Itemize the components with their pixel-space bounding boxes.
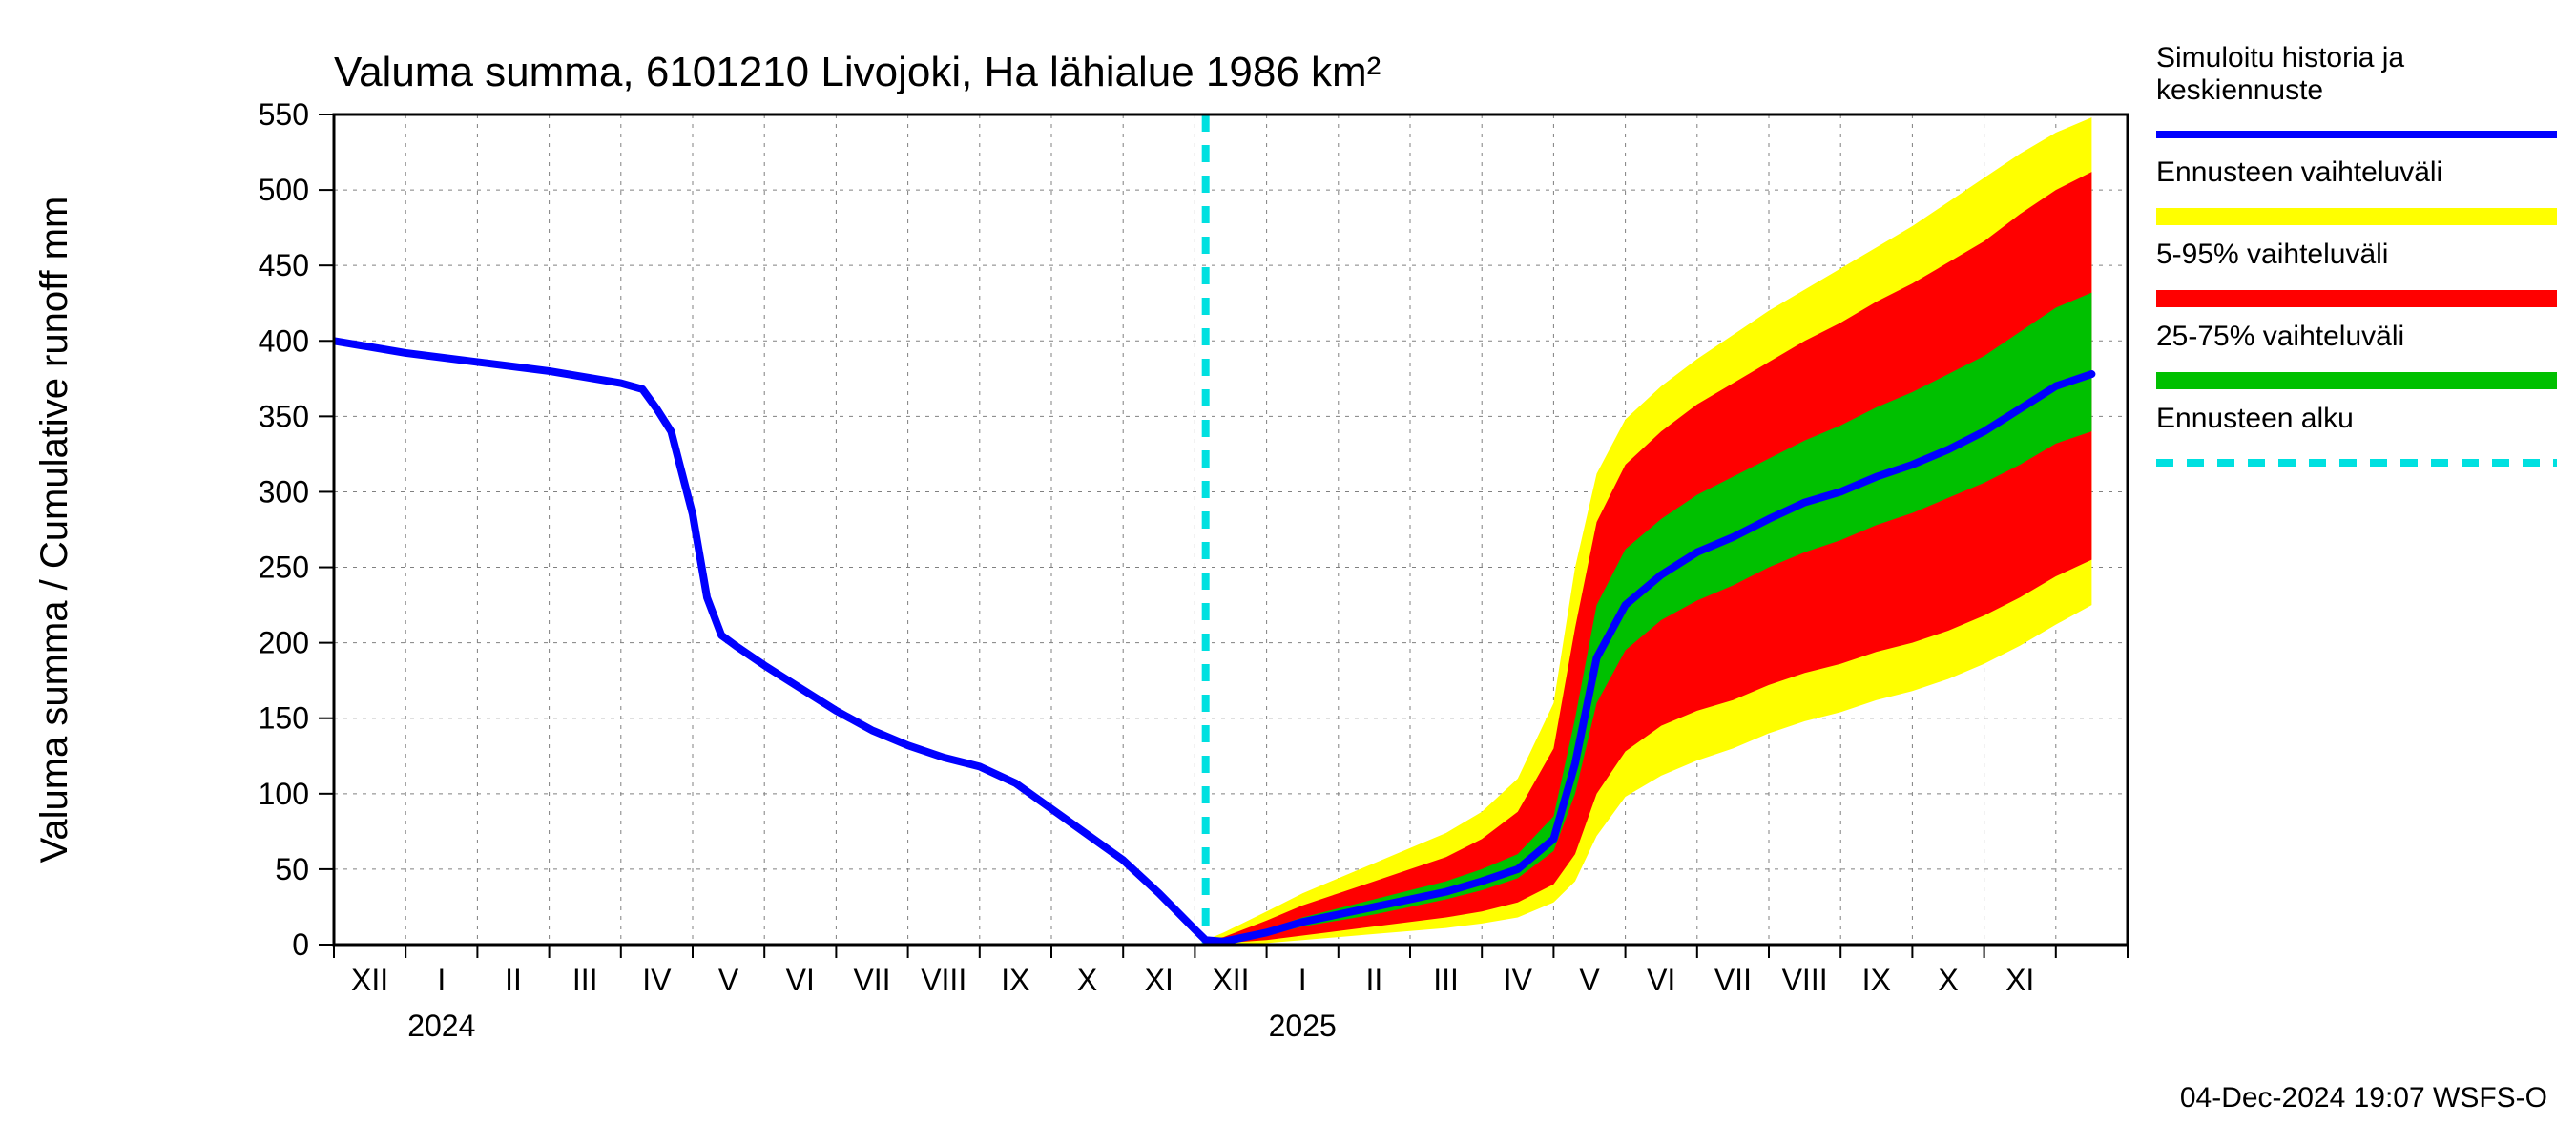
chart-container: 050100150200250300350400450500550XIIIIII… (0, 0, 2576, 1145)
y-tick-label: 50 (275, 852, 309, 886)
legend-label: 5-95% vaihteluväli (2156, 239, 2388, 270)
y-axis-label: Valuma summa / Cumulative runoff mm (33, 197, 75, 864)
x-month-label: IV (1504, 963, 1533, 997)
footer-timestamp: 04-Dec-2024 19:07 WSFS-O (2180, 1082, 2547, 1114)
x-month-label: IV (642, 963, 672, 997)
x-month-label: IX (1862, 963, 1891, 997)
x-month-label: XII (351, 963, 388, 997)
runoff-chart: 050100150200250300350400450500550XIIIIII… (0, 0, 2576, 1145)
x-month-label: V (718, 963, 739, 997)
x-month-label: VIII (1782, 963, 1828, 997)
y-tick-label: 500 (259, 173, 309, 207)
y-tick-label: 350 (259, 399, 309, 433)
x-month-label: II (1366, 963, 1383, 997)
x-month-label: IX (1001, 963, 1029, 997)
x-month-label: XI (1145, 963, 1174, 997)
x-month-label: I (437, 963, 446, 997)
x-month-label: VII (1714, 963, 1752, 997)
legend-label: 25-75% vaihteluväli (2156, 321, 2404, 352)
x-month-label: VII (853, 963, 890, 997)
x-month-label: II (505, 963, 522, 997)
x-month-label: I (1298, 963, 1307, 997)
legend-swatch (2156, 290, 2557, 307)
y-tick-label: 250 (259, 551, 309, 585)
x-year-label: 2024 (407, 1009, 475, 1043)
chart-title: Valuma summa, 6101210 Livojoki, Ha lähia… (334, 49, 1381, 95)
y-tick-label: 550 (259, 97, 309, 132)
y-tick-label: 100 (259, 777, 309, 811)
y-tick-label: 0 (292, 927, 309, 962)
y-tick-label: 450 (259, 248, 309, 282)
x-month-label: VI (786, 963, 815, 997)
y-tick-label: 200 (259, 626, 309, 660)
x-month-label: VIII (921, 963, 966, 997)
legend-label: Ennusteen vaihteluväli (2156, 156, 2442, 188)
y-tick-label: 400 (259, 323, 309, 358)
legend-label: keskiennuste (2156, 74, 2323, 106)
x-month-label: III (1433, 963, 1459, 997)
legend-swatch (2156, 208, 2557, 225)
legend-swatch (2156, 372, 2557, 389)
x-month-label: X (1077, 963, 1097, 997)
x-month-label: X (1938, 963, 1958, 997)
x-month-label: VI (1647, 963, 1675, 997)
y-tick-label: 300 (259, 474, 309, 509)
x-month-label: XI (2005, 963, 2034, 997)
legend-label: Ennusteen alku (2156, 403, 2354, 434)
legend-label: Simuloitu historia ja (2156, 42, 2404, 73)
x-month-label: XII (1212, 963, 1249, 997)
x-month-label: V (1579, 963, 1600, 997)
x-month-label: III (572, 963, 598, 997)
x-year-label: 2025 (1269, 1009, 1337, 1043)
y-tick-label: 150 (259, 701, 309, 736)
